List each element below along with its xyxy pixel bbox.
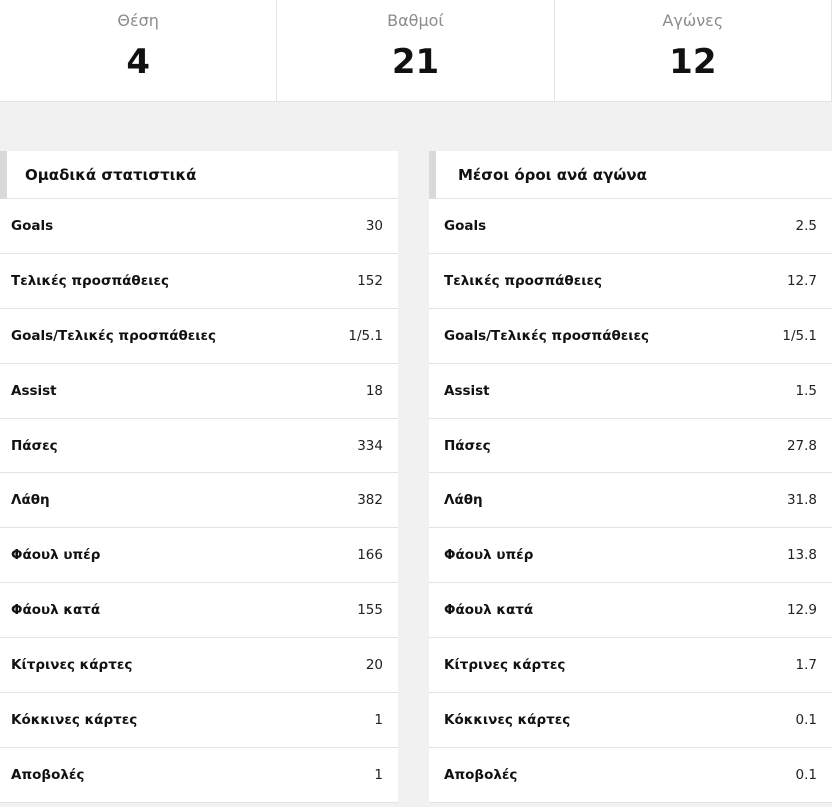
stat-row: Τελικές προσπάθειες 12.7	[429, 254, 832, 309]
stat-value: 1	[374, 711, 383, 728]
stat-value: 152	[357, 272, 383, 289]
summary-value: 12	[669, 42, 717, 82]
stat-row: Πάσες 27.8	[429, 419, 832, 474]
panel-title: Μέσοι όροι ανά αγώνα	[429, 151, 832, 199]
stat-value: 30	[365, 217, 383, 234]
stat-row: Κίτρινες κάρτες 20	[0, 638, 398, 694]
stat-label: Αποβολές	[444, 766, 518, 783]
stat-value: 18	[365, 382, 383, 399]
summary-points: Βαθμοί 21	[277, 0, 555, 101]
stat-row: Κόκκινες κάρτες 0.1	[429, 693, 832, 748]
team-stats-panel: Ομαδικά στατιστικά Goals 30 Τελικές προσπ…	[0, 151, 398, 803]
stat-row: Φάουλ υπέρ 166	[0, 528, 398, 584]
summary-bar: Θέση 4 Βαθμοί 21 Αγώνες 12	[0, 0, 832, 102]
stat-value: 1/5.1	[782, 327, 817, 344]
stat-label: Αποβολές	[11, 766, 85, 783]
stat-value: 13.8	[786, 547, 817, 564]
summary-label: Θέση	[117, 11, 159, 30]
summary-value: 21	[391, 42, 440, 82]
stat-label: Τελικές προσπάθειες	[444, 272, 602, 289]
summary-matches: Αγώνες 12	[555, 0, 832, 101]
summary-label: Βαθμοί	[387, 11, 444, 30]
stat-row: Πάσες 334	[0, 419, 398, 474]
stat-value: 155	[357, 602, 383, 619]
stat-row: Λάθη 31.8	[429, 473, 832, 529]
stat-row: Φάουλ υπέρ 13.8	[429, 528, 832, 584]
stat-label: Λάθη	[11, 492, 50, 509]
stat-label: Φάουλ υπέρ	[11, 547, 101, 564]
stat-value: 12.7	[786, 272, 817, 289]
stat-label: Κίτρινες κάρτες	[444, 657, 566, 674]
stat-row: Goals/Τελικές προσπάθειες 1/5.1	[429, 309, 832, 364]
stat-row: Assist 1.5	[429, 364, 832, 419]
stat-value: 0.1	[795, 766, 817, 783]
stat-label: Goals/Τελικές προσπάθειες	[11, 327, 217, 344]
averages-panel: Μέσοι όροι ανά αγώνα Goals 2.5 Τελικές πρ…	[429, 151, 832, 803]
stat-value: 2.5	[795, 217, 817, 234]
stat-label: Λάθη	[444, 492, 483, 509]
stat-label: Κίτρινες κάρτες	[11, 657, 133, 674]
stat-value: 31.8	[786, 492, 817, 509]
stat-label: Assist	[444, 382, 490, 399]
stat-label: Goals	[444, 217, 487, 234]
stat-value: 334	[357, 437, 383, 454]
stat-value: 1.7	[795, 657, 817, 674]
stat-label: Goals/Τελικές προσπάθειες	[444, 327, 650, 344]
stat-value: 1/5.1	[348, 327, 383, 344]
stat-row: Assist 18	[0, 364, 398, 419]
stat-label: Goals	[11, 217, 54, 234]
stat-label: Assist	[11, 382, 57, 399]
stat-row: Goals/Τελικές προσπάθειες 1/5.1	[0, 309, 398, 364]
stat-value: 27.8	[786, 437, 817, 454]
stat-label: Φάουλ κατά	[11, 602, 101, 619]
stat-row: Φάουλ κατά 155	[0, 583, 398, 639]
stat-label: Φάουλ υπέρ	[444, 547, 534, 564]
stat-value: 1.5	[795, 382, 817, 399]
stat-row: Αποβολές 0.1	[429, 748, 832, 803]
panel-title: Ομαδικά στατιστικά	[0, 151, 398, 199]
stat-value: 382	[357, 492, 383, 509]
stat-label: Πάσες	[444, 437, 491, 454]
stat-row: Λάθη 382	[0, 473, 398, 529]
stat-value: 0.1	[795, 711, 817, 728]
stat-row: Αποβολές 1	[0, 748, 398, 803]
stat-label: Φάουλ κατά	[444, 602, 534, 619]
stat-label: Τελικές προσπάθειες	[11, 272, 169, 289]
summary-position: Θέση 4	[0, 0, 278, 101]
stat-value: 166	[357, 547, 383, 564]
stat-row: Φάουλ κατά 12.9	[429, 583, 832, 639]
stat-label: Κόκκινες κάρτες	[444, 711, 571, 728]
stat-row: Goals 2.5	[429, 199, 832, 254]
stat-row: Τελικές προσπάθειες 152	[0, 254, 398, 309]
stat-row: Κίτρινες κάρτες 1.7	[429, 638, 832, 694]
summary-label: Αγώνες	[662, 11, 724, 30]
stat-label: Πάσες	[11, 437, 58, 454]
stat-row: Goals 30	[0, 199, 398, 254]
stat-label: Κόκκινες κάρτες	[11, 711, 138, 728]
stat-value: 1	[374, 766, 383, 783]
stat-value: 20	[365, 657, 383, 674]
stat-value: 12.9	[786, 602, 817, 619]
stat-row: Κόκκινες κάρτες 1	[0, 693, 398, 748]
summary-value: 4	[126, 42, 150, 82]
